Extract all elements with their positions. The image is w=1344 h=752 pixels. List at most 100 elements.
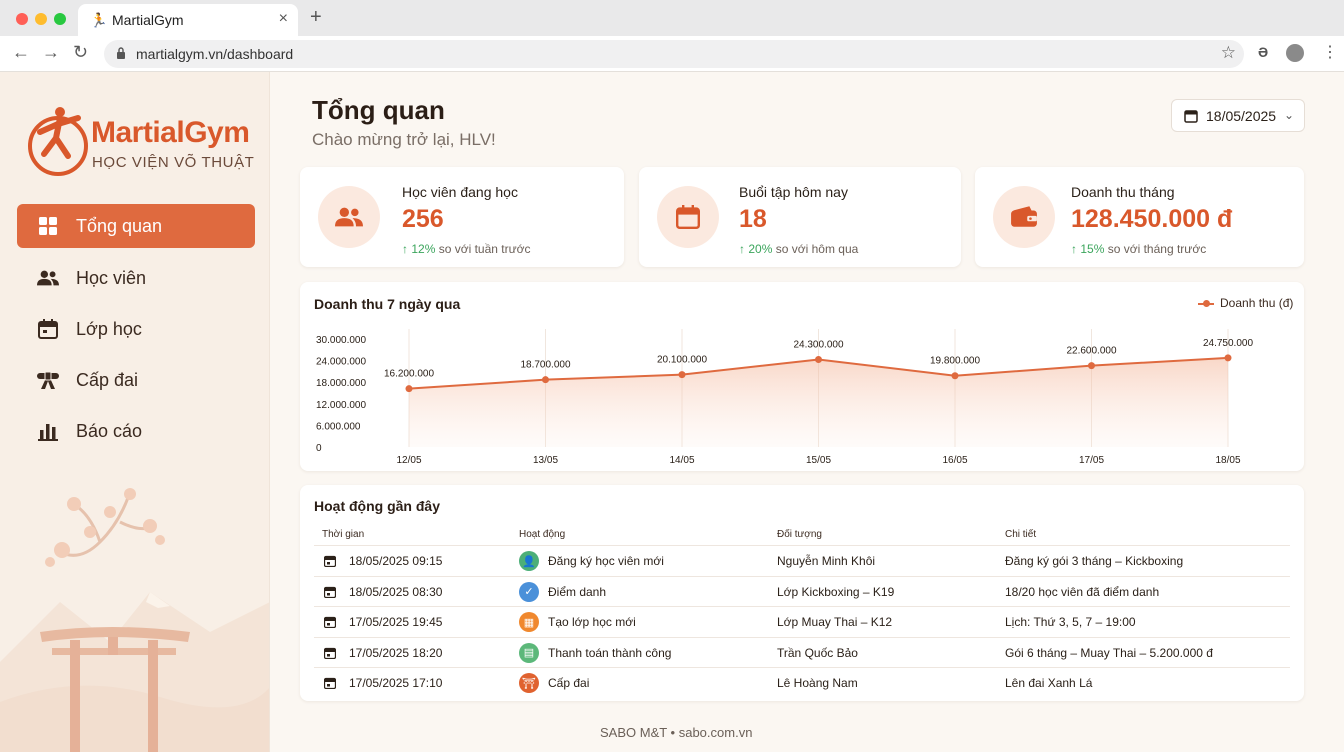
chart-title: Doanh thu 7 ngày qua xyxy=(314,296,461,312)
profile-avatar-icon[interactable] xyxy=(1286,44,1304,62)
revenue-chart-card: Doanh thu 7 ngày qua Doanh thu (đ) 0 6.00… xyxy=(300,282,1304,471)
activity-row[interactable]: 17/05/2025 18:20 ▤ Thanh toán thành công Tr… xyxy=(314,636,1290,667)
check-icon: ✓ xyxy=(519,581,539,602)
maximize-window-button[interactable] xyxy=(54,13,66,25)
recent-activity-card: Hoạt động gần đây Thời gian Hoạt động Đố… xyxy=(300,485,1304,701)
payment-icon: ▤ xyxy=(519,642,539,663)
activity-detail: Gói 6 tháng – Muay Thai – 5.200.000 đ xyxy=(1005,645,1213,660)
activity-detail: Lịch: Thứ 3, 5, 7 – 19:00 xyxy=(1005,615,1136,629)
back-arrow-icon[interactable]: ← xyxy=(12,42,30,62)
y-tick-label: 6.000.000 xyxy=(316,421,361,432)
calendar-icon xyxy=(37,318,59,340)
dashboard-grid-icon xyxy=(37,215,59,237)
address-bar[interactable]: martialgym.vn/dashboard ☆ xyxy=(104,40,1244,68)
sidebar-item-label: Cấp đai xyxy=(76,369,139,390)
calendar-icon xyxy=(324,586,336,598)
date-picker[interactable]: 18/05/2025 ⌄ xyxy=(1171,99,1305,132)
browser-tab-bar: 🏃 MartialGym × + xyxy=(0,0,1344,36)
x-tick-label: 12/05 xyxy=(396,455,421,466)
data-point xyxy=(542,376,549,384)
data-label: 16.200.000 xyxy=(384,369,434,380)
activity-action: Cấp đai xyxy=(548,676,590,690)
users-icon xyxy=(37,267,59,289)
y-tick-label: 30.000.000 xyxy=(316,335,366,346)
tab-close-icon[interactable]: × xyxy=(278,10,288,27)
sidebar-item-classes[interactable]: Lớp học xyxy=(17,307,255,351)
data-point xyxy=(1088,362,1095,370)
calendar-icon xyxy=(324,555,336,567)
stat-card-revenue: Doanh thu tháng 128.450.000 đ ↑ 15% so v… xyxy=(975,167,1304,267)
activity-time: 18/05/2025 09:15 xyxy=(349,554,443,568)
column-header-time: Thời gian xyxy=(322,529,365,540)
browser-tab[interactable]: 🏃 MartialGym × xyxy=(78,4,298,36)
y-tick-label: 18.000.000 xyxy=(316,378,366,389)
calendar-icon xyxy=(324,616,336,628)
activity-detail: 18/20 học viên đã điểm danh xyxy=(1005,584,1160,599)
browser-menu-icon[interactable]: ⋮ xyxy=(1322,44,1338,61)
brand-name: MartialGym xyxy=(91,116,250,149)
activity-action: Điểm danh xyxy=(548,584,607,599)
activity-time: 17/05/2025 18:20 xyxy=(349,645,443,660)
users-icon xyxy=(318,186,380,248)
activity-target: Lớp Muay Thai – K12 xyxy=(777,615,893,629)
activity-target: Nguyễn Minh Khôi xyxy=(777,554,876,568)
sidebar-item-overview[interactable]: Tổng quan xyxy=(17,204,255,248)
column-header-detail: Chi tiết xyxy=(1005,529,1037,540)
sidebar-item-label: Báo cáo xyxy=(76,420,143,441)
sidebar-item-label: Học viên xyxy=(76,267,147,288)
stat-label: Học viên đang học xyxy=(402,184,518,200)
data-label: 18.700.000 xyxy=(520,360,570,371)
stat-card-sessions: Buổi tập hôm nay 18 ↑ 20% so với hôm qua xyxy=(639,167,961,267)
data-label: 24.300.000 xyxy=(793,340,843,351)
url-text: martialgym.vn/dashboard xyxy=(136,46,294,62)
activity-action: Đăng ký học viên mới xyxy=(548,554,664,568)
lock-icon xyxy=(117,47,125,59)
data-point xyxy=(1224,354,1232,362)
stat-delta: ↑ 20% so với hôm qua xyxy=(739,242,859,256)
x-tick-label: 18/05 xyxy=(1215,455,1240,466)
sidebar-item-belts[interactable]: Cấp đai xyxy=(17,358,255,402)
martial-artist-favicon-icon: 🏃 xyxy=(90,12,108,28)
activity-row[interactable]: 18/05/2025 09:15 👤 Đăng ký học viên mới Ngu… xyxy=(314,545,1290,575)
tab-title: MartialGym xyxy=(112,12,184,28)
activity-detail: Đăng ký gói 3 tháng – Kickboxing xyxy=(1005,554,1184,568)
stat-value: 128.450.000 đ xyxy=(1071,205,1233,233)
sidebar: MartialGym HỌC VIỆN VÕ THUẬT Tổng quan H… xyxy=(0,72,270,752)
legend-line-icon xyxy=(1198,299,1214,307)
page-title: Tổng quan xyxy=(312,95,445,125)
bookmark-star-icon[interactable]: ☆ xyxy=(1220,43,1236,62)
minimize-window-button[interactable] xyxy=(35,13,47,25)
y-tick-label: 12.000.000 xyxy=(316,400,366,411)
forward-arrow-icon[interactable]: → xyxy=(42,42,60,62)
activity-row[interactable]: 18/05/2025 08:30 ✓ Điểm danh Lớp Kickboxing… xyxy=(314,575,1290,606)
footer-credit: SABO M&T • sabo.com.vn xyxy=(600,725,753,740)
sidebar-item-label: Lớp học xyxy=(76,318,142,339)
activity-action: Tạo lớp học mới xyxy=(548,615,636,629)
data-point xyxy=(951,372,959,380)
x-tick-label: 17/05 xyxy=(1079,455,1104,466)
activity-row[interactable]: 17/05/2025 17:10 ⛩ Cấp đai Lê Hoàng Nam Lên … xyxy=(314,667,1290,697)
y-tick-label: 24.000.000 xyxy=(316,357,366,368)
stat-value: 256 xyxy=(402,205,444,233)
chart-legend: Doanh thu (đ) xyxy=(1198,296,1293,310)
calendar-icon xyxy=(324,677,336,689)
activity-title: Hoạt động gần đây xyxy=(314,498,440,514)
stat-label: Buổi tập hôm nay xyxy=(739,184,848,200)
arrow-up-icon: ↑ xyxy=(1071,242,1081,256)
x-tick-label: 14/05 xyxy=(669,455,694,466)
sidebar-item-students[interactable]: Học viên xyxy=(17,256,255,300)
activity-time: 18/05/2025 08:30 xyxy=(349,584,443,599)
close-window-button[interactable] xyxy=(16,13,28,25)
sidebar-item-reports[interactable]: Báo cáo xyxy=(17,409,255,453)
calendar-icon xyxy=(324,647,336,659)
y-tick-label: 0 xyxy=(316,443,322,454)
new-tab-icon[interactable]: + xyxy=(310,6,322,28)
calendar-icon xyxy=(1184,110,1198,123)
extension-icon[interactable]: Ə xyxy=(1258,44,1269,60)
data-point xyxy=(815,356,822,364)
activity-target: Lớp Kickboxing – K19 xyxy=(777,584,895,599)
activity-row[interactable]: 17/05/2025 19:45 ▦ Tạo lớp học mới Lớp Muay… xyxy=(314,606,1290,636)
bar-chart-icon xyxy=(37,420,59,442)
arrow-up-icon: ↑ xyxy=(739,242,749,256)
reload-icon[interactable]: ↻ xyxy=(73,42,89,62)
